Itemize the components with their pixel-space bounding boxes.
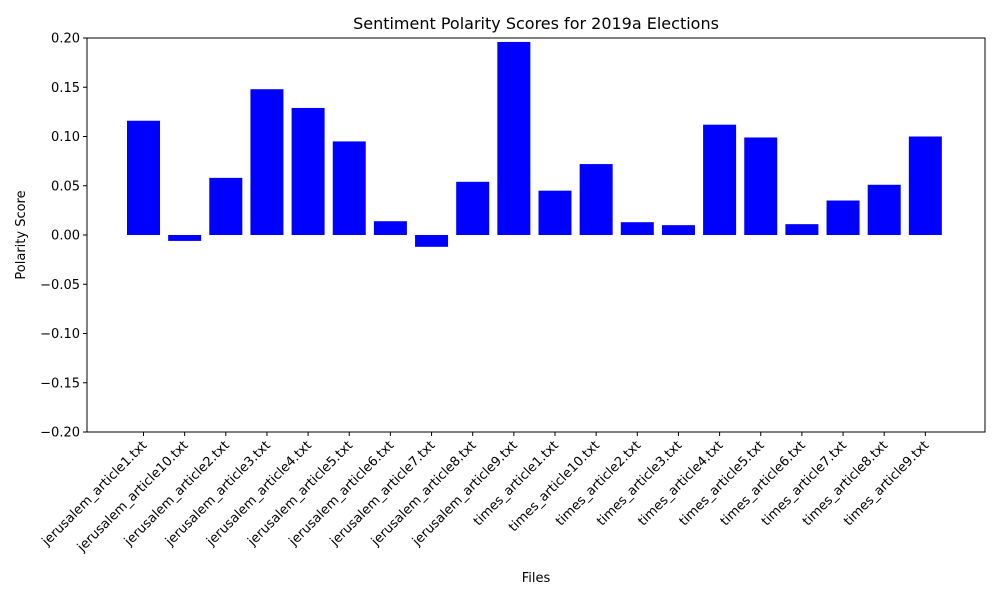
bar-times-article5-txt [744, 137, 778, 235]
bar-jerusalem-article6-txt [373, 221, 407, 235]
bar-times-article9-txt [908, 136, 942, 235]
bar-jerusalem-article4-txt [291, 107, 325, 235]
bar-jerusalem-article7-txt [415, 235, 449, 247]
bar-times-article7-txt [826, 200, 860, 235]
y-tick-label: 0.15 [51, 81, 80, 96]
bar-times-article4-txt [703, 124, 737, 235]
bar-jerusalem-article9-txt [497, 41, 531, 235]
x-axis: jerusalem_article1.txtjerusalem_article1… [39, 432, 932, 556]
y-tick-label: 0.10 [51, 130, 80, 145]
y-tick-label: 0.20 [51, 32, 80, 47]
bar-jerusalem-article3-txt [250, 89, 284, 235]
y-axis: −0.20 −0.15 −0.10 −0.05 0.00 0.05 0.10 0.15 0.20 [40, 32, 87, 441]
bar-jerusalem-article10-txt [168, 235, 202, 241]
y-axis-label: Polarity Score [14, 190, 29, 279]
bar-jerusalem-article8-txt [456, 181, 490, 235]
bars-group [127, 41, 942, 247]
x-axis-label: Files [522, 571, 551, 586]
bar-jerusalem-article5-txt [332, 141, 366, 235]
y-tick-label: −0.05 [40, 278, 80, 293]
bar-times-article8-txt [867, 184, 901, 235]
bar-times-article1-txt [538, 190, 572, 235]
y-tick-label: 0.00 [51, 229, 80, 244]
y-tick-label: 0.05 [51, 179, 80, 194]
bar-times-article2-txt [620, 222, 654, 235]
chart-title: Sentiment Polarity Scores for 2019a Elec… [353, 14, 719, 33]
plot-frame [86, 37, 986, 433]
bar-jerusalem-article1-txt [127, 120, 160, 235]
y-tick-label: −0.20 [40, 426, 80, 441]
bar-times-article6-txt [785, 224, 819, 235]
bar-times-article10-txt [579, 164, 613, 235]
y-tick-label: −0.10 [40, 327, 80, 342]
bar-jerusalem-article2-txt [209, 177, 243, 235]
y-tick-label: −0.15 [40, 376, 80, 391]
bar-times-article3-txt [661, 225, 695, 235]
